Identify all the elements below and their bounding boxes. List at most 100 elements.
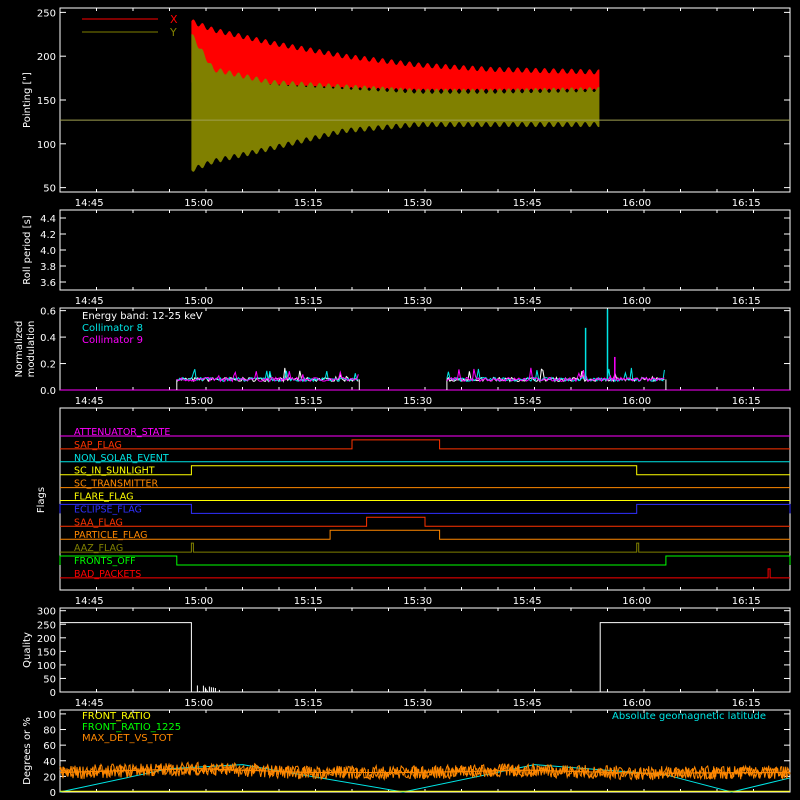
y-axis-label: Pointing ["] — [22, 72, 33, 128]
legend-label: MAX_DET_VS_TOT — [82, 733, 174, 744]
flag-trace — [60, 465, 790, 476]
y-axis-label: Roll period [s] — [22, 215, 33, 284]
y-tick-label: 250 — [37, 620, 56, 631]
flag-label: SC_IN_SUNLIGHT — [74, 466, 155, 477]
x-tick-label: 14:45 — [75, 396, 104, 407]
x-tick-label: 15:15 — [294, 198, 323, 209]
x-tick-label: 15:45 — [513, 198, 542, 209]
y-tick-label: 100 — [37, 140, 56, 151]
legend-label: FRONT_RATIO — [82, 711, 151, 722]
x-tick-label: 15:30 — [403, 396, 432, 407]
x-tick-label: 16:15 — [732, 296, 761, 307]
x-tick-label: 15:00 — [184, 698, 213, 709]
series-band-x — [191, 19, 600, 94]
ratio-trace-max-det-vs-tot — [59, 761, 791, 781]
y-tick-label: 50 — [43, 674, 56, 685]
x-tick-label: 16:15 — [732, 698, 761, 709]
y-axis-label: modulation — [26, 321, 37, 378]
x-tick-label: 15:30 — [403, 596, 432, 607]
flag-trace — [60, 568, 790, 579]
x-tick-label: 15:45 — [513, 698, 542, 709]
x-tick-label: 15:00 — [184, 198, 213, 209]
y-axis-label: Degrees or % — [22, 717, 33, 785]
y-tick-label: 150 — [37, 96, 56, 107]
y-tick-label: 0.2 — [40, 360, 56, 371]
flag-trace — [60, 516, 790, 527]
x-tick-label: 15:45 — [513, 296, 542, 307]
flag-trace — [59, 503, 791, 514]
x-tick-label: 16:00 — [622, 698, 651, 709]
x-tick-label: 16:15 — [732, 198, 761, 209]
x-tick-label: 16:00 — [622, 396, 651, 407]
y-tick-label: 3.8 — [40, 262, 56, 273]
flag-trace — [60, 439, 790, 450]
modulation-trace — [176, 370, 359, 383]
y-axis-label: Quality — [22, 632, 33, 668]
flag-label: SC_TRANSMITTER — [74, 479, 159, 490]
y-tick-label: 50 — [43, 184, 56, 195]
x-tick-label: 15:00 — [184, 596, 213, 607]
x-tick-label: 15:15 — [294, 698, 323, 709]
x-tick-label: 16:00 — [622, 198, 651, 209]
x-tick-label: 15:00 — [184, 396, 213, 407]
quality-trace — [60, 622, 790, 693]
y-tick-label: 0 — [50, 688, 56, 699]
y-tick-label: 100 — [37, 710, 56, 721]
y-tick-label: 0 — [50, 788, 56, 799]
flag-label: PARTICLE_FLAG — [74, 530, 147, 541]
panel-frame-quality — [59, 607, 791, 693]
legend-label: Collimator 9 — [82, 335, 143, 346]
series-band-y — [191, 34, 600, 172]
y-tick-label: 20 — [43, 772, 56, 783]
flag-trace — [59, 555, 791, 566]
legend-label: FRONT_RATIO_1225 — [82, 722, 181, 733]
x-tick-label: 15:45 — [513, 396, 542, 407]
x-tick-label: 15:45 — [513, 596, 542, 607]
flag-label: ATTENUATOR_STATE — [74, 427, 170, 438]
flag-label: FLARE_FLAG — [74, 492, 134, 503]
y-axis-label: Flags — [36, 487, 47, 513]
panel-frame-roll_period — [59, 209, 791, 291]
flag-label: NON_SOLAR_EVENT — [74, 453, 169, 464]
y-tick-label: 200 — [37, 52, 56, 63]
y-tick-label: 40 — [43, 757, 56, 768]
x-tick-label: 14:45 — [75, 596, 104, 607]
x-tick-label: 15:00 — [184, 296, 213, 307]
legend-label: Y — [169, 26, 177, 39]
x-tick-label: 16:15 — [732, 396, 761, 407]
modulation-trace — [176, 368, 359, 383]
y-tick-label: 100 — [37, 661, 56, 672]
y-tick-label: 60 — [43, 741, 56, 752]
y-tick-label: 4.4 — [40, 214, 56, 225]
y-tick-label: 0.6 — [40, 307, 56, 318]
legend-label: Collimator 8 — [82, 323, 143, 334]
x-tick-label: 16:15 — [732, 596, 761, 607]
x-tick-label: 14:45 — [75, 698, 104, 709]
legend-label: Energy band: 12-25 keV — [82, 311, 203, 322]
x-tick-label: 16:00 — [622, 596, 651, 607]
y-tick-label: 80 — [43, 726, 56, 737]
y-tick-label: 0.0 — [40, 386, 56, 397]
flag-label: SAA_FLAG — [74, 517, 123, 528]
y-tick-label: 4.2 — [40, 230, 56, 241]
y-tick-label: 0.4 — [40, 333, 56, 344]
flag-trace — [60, 529, 790, 540]
x-tick-label: 15:30 — [403, 698, 432, 709]
legend-label: Absolute geomagnetic latitude — [612, 711, 766, 722]
flag-label: SAP_FLAG — [74, 440, 122, 451]
y-axis-label: Normalized — [14, 321, 25, 378]
flag-trace — [60, 542, 790, 553]
x-tick-label: 15:15 — [294, 296, 323, 307]
legend-label: X — [170, 13, 178, 26]
x-tick-label: 15:15 — [294, 396, 323, 407]
x-tick-label: 14:45 — [75, 296, 104, 307]
flag-label: BAD_PACKETS — [74, 569, 141, 580]
flag-label: ECLIPSE_FLAG — [74, 504, 142, 515]
y-tick-label: 250 — [37, 8, 56, 19]
y-tick-label: 300 — [37, 607, 56, 618]
y-tick-label: 3.6 — [40, 278, 56, 289]
x-tick-label: 16:00 — [622, 296, 651, 307]
x-tick-label: 15:30 — [403, 296, 432, 307]
x-tick-label: 14:45 — [75, 198, 104, 209]
